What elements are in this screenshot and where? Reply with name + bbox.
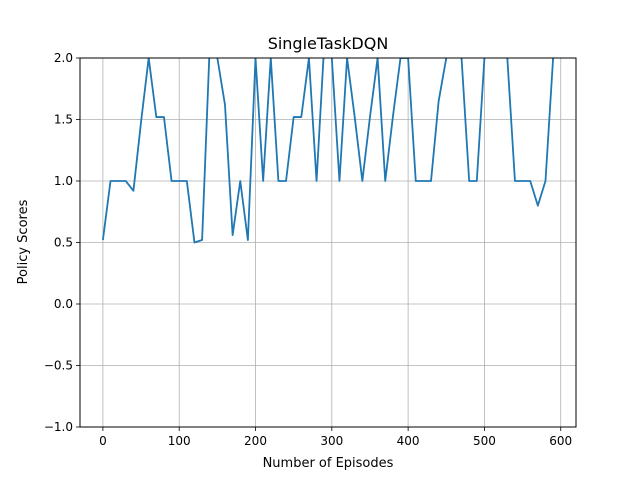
x-tick-label: 500: [473, 434, 496, 448]
x-tick-label: 600: [549, 434, 572, 448]
y-tick-label: −0.5: [44, 359, 73, 373]
x-tick-label: 300: [320, 434, 343, 448]
y-tick-label: −1.0: [44, 420, 73, 434]
chart-title: SingleTaskDQN: [268, 34, 389, 53]
y-tick-label: 0.5: [54, 236, 73, 250]
y-axis-ticks: −1.0 −0.5 0.0 0.5 1.0 1.5 2.0: [44, 51, 80, 434]
y-tick-label: 2.0: [54, 51, 73, 65]
series-line: [101, 58, 555, 244]
x-tick-label: 400: [397, 434, 420, 448]
x-tick-label: 0: [99, 434, 107, 448]
x-axis-label: Number of Episodes: [263, 456, 394, 471]
y-tick-label: 1.5: [54, 113, 73, 127]
x-tick-label: 100: [168, 434, 191, 448]
x-tick-label: 200: [244, 434, 267, 448]
y-axis-label: Policy Scores: [16, 199, 31, 284]
y-tick-label: 1.0: [54, 174, 73, 188]
x-axis-ticks: 0 100 200 300 400 500 600: [99, 427, 572, 448]
y-tick-label: 0.0: [54, 297, 73, 311]
